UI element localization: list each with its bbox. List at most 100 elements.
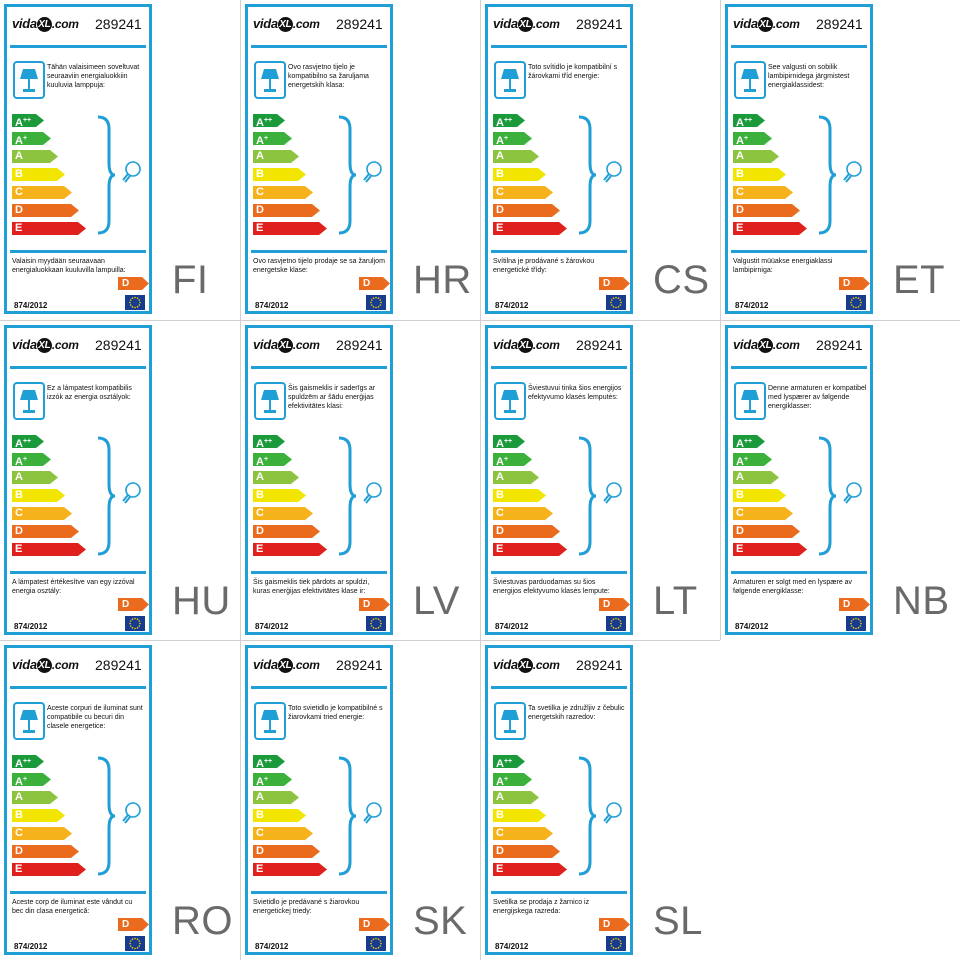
- energy-class-bar: D: [253, 525, 320, 538]
- label-cell-sk: vidaXL.com 289241 Toto svietidlo je kompat…: [240, 640, 480, 960]
- energy-class-bar: D: [253, 845, 320, 858]
- energy-class-bar: D: [733, 204, 800, 217]
- logo-prefix: vida: [253, 337, 278, 352]
- bulb-socket: [843, 173, 852, 183]
- label-header: vidaXL.com 289241: [728, 328, 870, 366]
- header-divider: [491, 686, 627, 689]
- sold-with-text: Šis gaismeklis tiek pārdots ar spuldzi, …: [253, 579, 370, 595]
- lamp-shade: [261, 390, 279, 400]
- sold-with-text: A lámpatest értékesítve van egy izzóval …: [12, 579, 135, 595]
- logo-mark: XL: [517, 338, 533, 353]
- header-divider: [491, 45, 627, 48]
- energy-class-bar: C: [493, 827, 553, 840]
- energy-class-bar: C: [253, 186, 313, 199]
- brand-logo: vidaXL.com: [12, 657, 79, 673]
- bulb-glass: [125, 802, 141, 818]
- energy-class-bar: A+: [733, 453, 772, 466]
- product-code: 289241: [95, 337, 142, 353]
- bulb-icon: [122, 482, 141, 504]
- energy-rating-value: D: [363, 278, 371, 289]
- energy-label: vidaXL.com 289241 Toto svítidlo je kompati…: [485, 4, 633, 314]
- regulation-number: 874/2012: [14, 942, 48, 951]
- bulb-socket: [122, 173, 131, 183]
- energy-class-bar: A: [733, 150, 779, 163]
- footer-divider: [491, 250, 627, 253]
- logo-mark: XL: [36, 338, 52, 353]
- energy-class-bar: A: [733, 471, 779, 484]
- brand-logo: vidaXL.com: [493, 657, 560, 673]
- energy-class-bar: D: [12, 204, 79, 217]
- label-cell-fi: vidaXL.com 289241 Tähän valaisimeen sovelt…: [0, 0, 240, 320]
- compatible-text: Toto svítidlo je kompatibilní s žárovkam…: [528, 64, 618, 80]
- logo-prefix: vida: [733, 337, 758, 352]
- eu-flag-icon: [606, 616, 626, 631]
- brace-icon: [338, 756, 357, 876]
- lamp-base: [744, 89, 756, 92]
- energy-class-bar: D: [253, 204, 320, 217]
- energy-rating-value: D: [122, 919, 130, 930]
- energy-class-bar: B: [733, 489, 786, 502]
- bulb-socket: [122, 494, 131, 504]
- energy-class-bar: E: [733, 222, 807, 235]
- logo-suffix: .com: [292, 17, 320, 31]
- regulation-number: 874/2012: [735, 622, 769, 631]
- header-divider: [10, 45, 146, 48]
- lamp-base: [264, 730, 276, 733]
- language-code: ET: [893, 258, 946, 302]
- brand-logo: vidaXL.com: [12, 16, 79, 32]
- logo-prefix: vida: [733, 16, 758, 31]
- label-cell-lt: vidaXL.com 289241 Šviestuvui tinka šios en…: [480, 320, 720, 640]
- language-code: FI: [172, 258, 209, 302]
- bulb-socket: [363, 814, 372, 824]
- product-code: 289241: [576, 657, 623, 673]
- energy-rating-arrow: D: [118, 598, 149, 611]
- brace-icon: [818, 115, 837, 235]
- logo-suffix: .com: [772, 338, 800, 352]
- label-header: vidaXL.com 289241: [7, 7, 149, 45]
- energy-label: vidaXL.com 289241 Denne armaturen er kompa…: [725, 325, 873, 635]
- energy-class-bar: E: [493, 222, 567, 235]
- footer-divider: [251, 250, 387, 253]
- brace-icon: [97, 115, 116, 235]
- product-code: 289241: [576, 337, 623, 353]
- language-code: SK: [413, 899, 468, 943]
- sold-with-text: Ovo rasvjetno tijelo prodaje se sa žarul…: [253, 258, 385, 274]
- brace-path: [818, 115, 837, 235]
- lamp-icon: [254, 61, 286, 99]
- regulation-number: 874/2012: [735, 301, 769, 310]
- bulb-socket: [843, 494, 852, 504]
- lamp-shade: [501, 710, 519, 720]
- lamp-base: [264, 410, 276, 413]
- brace-path: [578, 115, 597, 235]
- energy-class-bar: A++: [253, 114, 285, 127]
- eu-flag-icon: [125, 936, 145, 951]
- energy-class-bar: C: [253, 507, 313, 520]
- energy-class-bar: D: [12, 525, 79, 538]
- brand-logo: vidaXL.com: [493, 16, 560, 32]
- regulation-number: 874/2012: [14, 622, 48, 631]
- energy-class-bar: A+: [253, 773, 292, 786]
- logo-mark: XL: [36, 17, 52, 32]
- bulb-socket: [122, 814, 131, 824]
- language-code: CS: [653, 258, 710, 302]
- brace-icon: [578, 756, 597, 876]
- energy-class-bar: E: [493, 863, 567, 876]
- logo-prefix: vida: [253, 657, 278, 672]
- energy-rating-value: D: [122, 599, 130, 610]
- bulb-icon: [603, 482, 622, 504]
- compatible-text: Ez a lámpatest kompatibilis izzók az ene…: [47, 385, 132, 401]
- energy-class-bar: E: [12, 863, 86, 876]
- energy-rating-arrow: D: [359, 277, 390, 290]
- energy-label: vidaXL.com 289241 Tähän valaisimeen sovelt…: [4, 4, 152, 314]
- energy-class-bar: A: [253, 150, 299, 163]
- bulb-glass: [366, 802, 382, 818]
- bulb-socket: [363, 494, 372, 504]
- energy-rating-value: D: [603, 599, 611, 610]
- bulb-glass: [846, 161, 862, 177]
- bulb-glass: [606, 482, 622, 498]
- eu-flag-icon: [125, 295, 145, 310]
- label-header: vidaXL.com 289241: [728, 7, 870, 45]
- label-header: vidaXL.com 289241: [248, 7, 390, 45]
- energy-class-bar: A++: [733, 114, 765, 127]
- bulb-icon: [843, 161, 862, 183]
